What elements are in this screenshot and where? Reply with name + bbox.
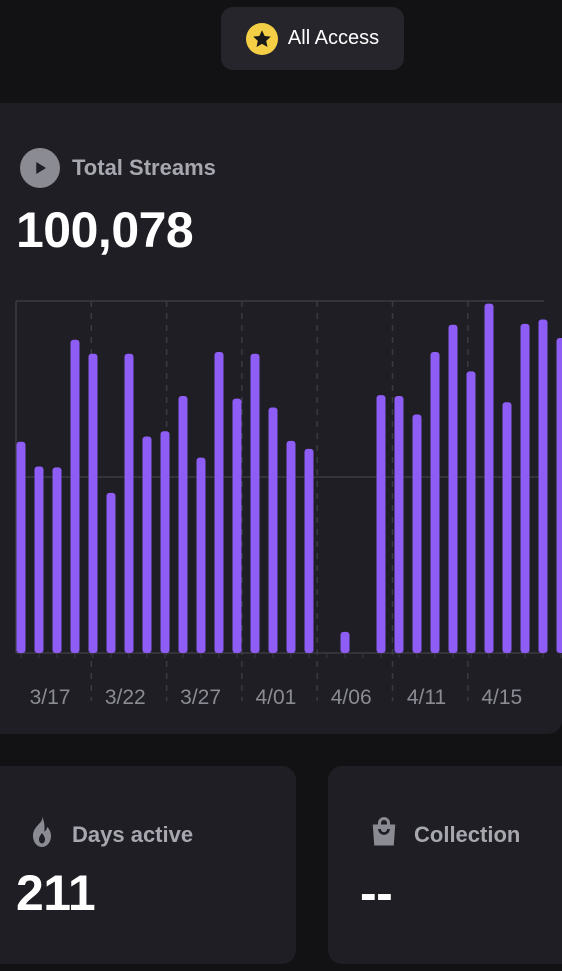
collection-value: -- [360, 865, 393, 921]
chart-bar [232, 398, 242, 653]
all-access-label: All Access [287, 27, 380, 49]
total-streams-header: Total Streams [20, 148, 216, 188]
collection-header: Collection [366, 814, 520, 855]
chart-bar [70, 339, 80, 653]
chart-bar [412, 414, 422, 653]
collection-card[interactable]: Collection -- [328, 766, 562, 964]
chart-bar [394, 396, 404, 653]
chart-bar [484, 303, 494, 653]
chart-bar [304, 448, 314, 653]
streams-bar-chart: 3/17 3/22 3/27 4/01 4/06 4/11 4/15 [15, 300, 562, 709]
play-icon [20, 148, 60, 188]
chart-bar [520, 323, 530, 653]
all-access-badge[interactable]: All Access [221, 7, 404, 70]
chart-bar [286, 440, 296, 653]
chart-bar [430, 352, 440, 653]
days-active-header: Days active [24, 814, 193, 855]
chart-bar [538, 319, 548, 653]
total-streams-value: 100,078 [16, 202, 194, 258]
chart-bar [106, 492, 116, 653]
x-tick-label: 3/27 [180, 686, 221, 709]
x-tick-label: 4/01 [255, 686, 296, 709]
chart-bar [142, 436, 152, 653]
total-streams-card[interactable]: Total Streams 100,078 3/17 3/22 3/27 4/01 4/… [0, 103, 562, 734]
days-active-card[interactable]: Days active 211 [0, 766, 296, 964]
days-active-value: 211 [16, 865, 96, 921]
star-icon [245, 22, 278, 55]
chart-bar [250, 353, 260, 653]
flame-icon [24, 814, 60, 855]
shopping-bag-icon [366, 814, 402, 855]
chart-bar [88, 353, 98, 653]
x-tick-label: 4/11 [407, 686, 446, 709]
collection-label: Collection [414, 821, 521, 847]
chart-bar [340, 631, 350, 653]
x-tick-label: 4/15 [481, 686, 522, 709]
x-tick-label: 4/06 [331, 686, 372, 709]
chart-bar [448, 324, 458, 653]
x-tick-label: 3/22 [105, 686, 146, 709]
chart-bar [52, 467, 62, 653]
chart-bar [124, 353, 134, 653]
chart-bar [376, 395, 386, 653]
chart-bar [16, 441, 26, 653]
chart-bar [196, 457, 206, 653]
chart-bar [160, 431, 170, 653]
chart-bar [502, 402, 512, 653]
chart-bar [34, 466, 44, 653]
days-active-label: Days active [72, 821, 194, 847]
chart-bar [178, 396, 188, 653]
chart-bar [466, 371, 476, 653]
chart-bar [214, 352, 224, 653]
x-tick-label: 3/17 [30, 686, 71, 709]
total-streams-label: Total Streams [72, 155, 216, 180]
chart-bar [268, 407, 278, 653]
chart-bar [556, 337, 562, 653]
